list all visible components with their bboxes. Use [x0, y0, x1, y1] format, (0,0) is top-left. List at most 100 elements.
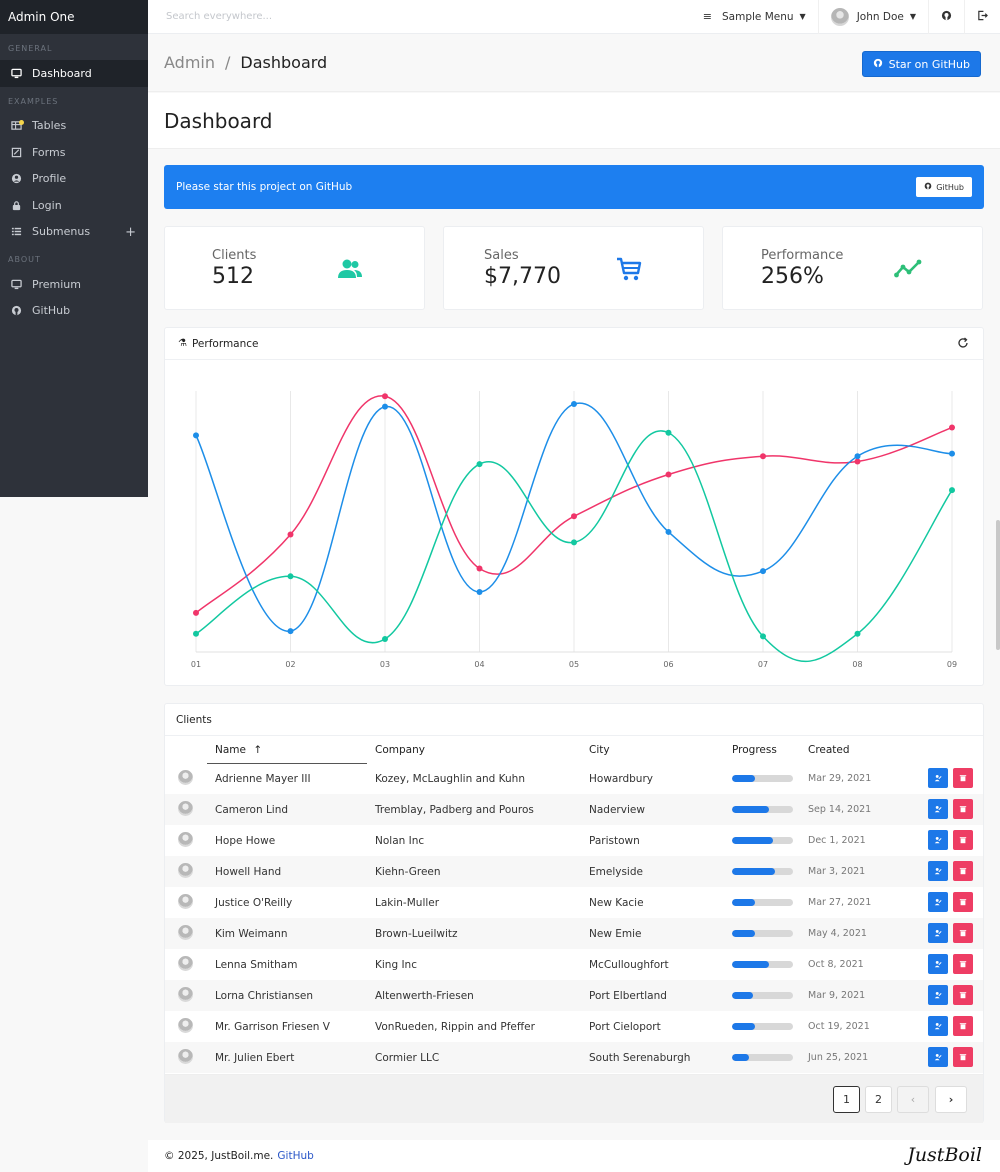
breadcrumb-root[interactable]: Admin — [164, 53, 215, 72]
data-point[interactable] — [665, 528, 672, 535]
progress-bar — [732, 806, 793, 813]
progress-fill — [732, 1023, 756, 1030]
data-point[interactable] — [571, 401, 577, 408]
page-title: Dashboard — [164, 108, 273, 133]
data-point[interactable] — [193, 630, 199, 637]
data-point[interactable] — [287, 531, 294, 538]
card-label: Clients — [212, 248, 257, 263]
sidebar-item-forms[interactable]: Forms — [0, 139, 148, 166]
footer-github-link[interactable]: GitHub — [277, 1150, 314, 1162]
user-dropdown[interactable]: John Doe ▼ — [817, 0, 928, 34]
edit-icon — [934, 960, 942, 968]
sidebar: Admin One GENERAL Dashboard EXAMPLES Tab… — [0, 0, 148, 497]
page-button-1[interactable]: 1 — [833, 1086, 860, 1113]
data-point[interactable] — [665, 471, 672, 478]
data-point[interactable] — [287, 573, 294, 580]
edit-button[interactable] — [928, 830, 948, 850]
edit-button[interactable] — [928, 768, 948, 788]
data-point[interactable] — [382, 635, 388, 642]
sidebar-item-dashboard[interactable]: Dashboard — [0, 60, 148, 87]
data-point[interactable] — [193, 432, 199, 439]
column-header-company[interactable]: Company — [375, 744, 425, 756]
next-page-button[interactable]: › — [935, 1086, 967, 1113]
table-row[interactable]: Howell Hand Kiehn-Green Emelyside Mar 3, 20… — [165, 856, 983, 887]
edit-button[interactable] — [928, 799, 948, 819]
sidebar-item-github[interactable]: GitHub — [0, 298, 148, 325]
star-on-github-button[interactable]: Star on GitHub — [861, 51, 981, 77]
edit-button[interactable] — [928, 1016, 948, 1036]
scrollbar-thumb[interactable] — [996, 520, 1000, 650]
performance-chart-card: ⚗ Performance 01 02 03 04 05 06 07 08 09 — [164, 327, 984, 686]
column-header-created[interactable]: Created — [808, 744, 850, 756]
delete-button[interactable] — [953, 985, 973, 1005]
delete-button[interactable] — [953, 799, 973, 819]
column-header-name[interactable]: Name ↑ — [215, 744, 262, 756]
delete-button[interactable] — [953, 768, 973, 788]
sidebar-item-tables[interactable]: Tables — [0, 113, 148, 140]
plus-icon[interactable]: + — [125, 224, 136, 240]
delete-button[interactable] — [953, 1047, 973, 1067]
page-button-2[interactable]: 2 — [865, 1086, 892, 1113]
refresh-icon[interactable] — [957, 337, 971, 351]
github-icon — [873, 58, 883, 71]
edit-button[interactable] — [928, 861, 948, 881]
data-point[interactable] — [760, 453, 766, 460]
sidebar-item-login[interactable]: Login — [0, 192, 148, 219]
data-point[interactable] — [854, 630, 861, 637]
edit-button[interactable] — [928, 923, 948, 943]
data-point[interactable] — [854, 458, 861, 465]
github-nav-button[interactable] — [928, 0, 964, 34]
data-point[interactable] — [760, 633, 766, 640]
delete-button[interactable] — [953, 861, 973, 881]
delete-button[interactable] — [953, 1016, 973, 1036]
table-row[interactable]: Mr. Garrison Friesen V VonRueden, Rippin … — [165, 1011, 983, 1042]
data-point[interactable] — [949, 487, 955, 494]
edit-button[interactable] — [928, 892, 948, 912]
data-point[interactable] — [949, 450, 955, 457]
table-row[interactable]: Hope Howe Nolan Inc Paristown Dec 1, 2021 — [165, 825, 983, 856]
data-point[interactable] — [949, 424, 955, 431]
data-point[interactable] — [571, 539, 577, 546]
table-row[interactable]: Mr. Julien Ebert Cormier LLC South Serenab… — [165, 1042, 983, 1073]
delete-button[interactable] — [953, 830, 973, 850]
sidebar-item-premium[interactable]: Premium — [0, 271, 148, 298]
sidebar-item-profile[interactable]: Profile — [0, 166, 148, 193]
client-company: Kiehn-Green — [375, 865, 441, 878]
table-row[interactable]: Kim Weimann Brown-Lueilwitz New Emie May 4,… — [165, 918, 983, 949]
banner-github-button[interactable]: GitHub — [916, 177, 972, 197]
edit-button[interactable] — [928, 954, 948, 974]
progress-bar — [732, 930, 793, 937]
data-point[interactable] — [476, 565, 483, 572]
delete-button[interactable] — [953, 892, 973, 912]
sample-menu-dropdown[interactable]: ≡ Sample Menu ▼ — [691, 0, 818, 34]
data-point[interactable] — [476, 588, 483, 595]
search-input[interactable] — [148, 11, 588, 22]
table-row[interactable]: Cameron Lind Tremblay, Padberg and Pouros… — [165, 794, 983, 825]
client-company: Lakin-Muller — [375, 896, 440, 909]
table-row[interactable]: Adrienne Mayer III Kozey, McLaughlin and … — [165, 763, 983, 794]
table-row[interactable]: Lorna Christiansen Altenwerth-Friesen Port… — [165, 980, 983, 1011]
logout-button[interactable] — [964, 0, 1000, 34]
prev-page-button[interactable]: ‹ — [897, 1086, 929, 1113]
data-point[interactable] — [665, 429, 672, 436]
data-point[interactable] — [571, 513, 577, 520]
table-row[interactable]: Justice O'Reilly Lakin-Muller New Kacie Mar… — [165, 887, 983, 918]
edit-button[interactable] — [928, 985, 948, 1005]
column-header-city[interactable]: City — [589, 744, 610, 756]
data-point[interactable] — [760, 568, 766, 575]
table-row[interactable]: Lenna Smitham King Inc McCulloughfort Oct 8… — [165, 949, 983, 980]
brand[interactable]: Admin One — [0, 0, 148, 34]
data-point[interactable] — [382, 393, 388, 400]
delete-button[interactable] — [953, 954, 973, 974]
data-point[interactable] — [193, 609, 199, 616]
data-point[interactable] — [287, 628, 294, 635]
data-point[interactable] — [382, 403, 388, 410]
sidebar-item-submenus[interactable]: Submenus + — [0, 219, 148, 246]
edit-button[interactable] — [928, 1047, 948, 1067]
column-header-progress[interactable]: Progress — [732, 744, 777, 756]
data-point[interactable] — [476, 461, 483, 468]
footer-logo[interactable]: JustBoil — [907, 1144, 982, 1166]
progress-bar — [732, 899, 793, 906]
delete-button[interactable] — [953, 923, 973, 943]
data-point[interactable] — [854, 453, 861, 460]
